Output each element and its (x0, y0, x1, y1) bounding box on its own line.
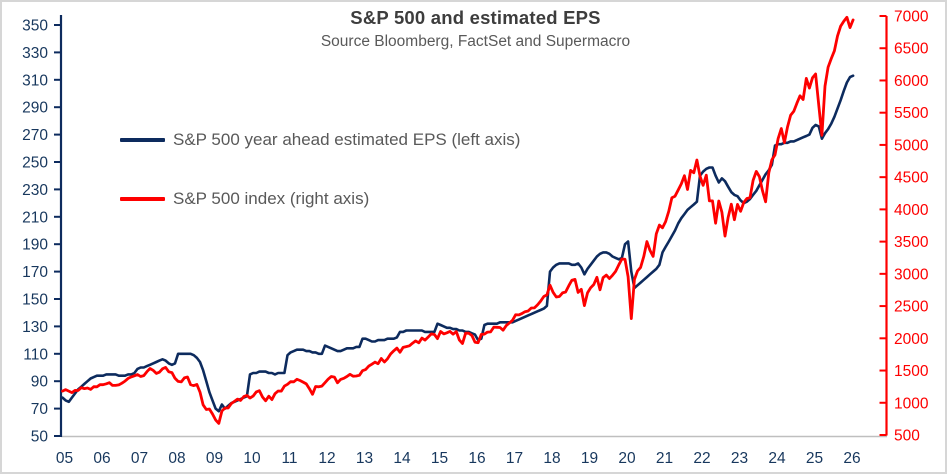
x-axis-tick-label: 17 (506, 450, 523, 467)
x-axis-tick-label: 26 (843, 450, 860, 467)
right-axis-tick-label: 500 (894, 428, 920, 445)
left-axis-tick-label: 110 (23, 346, 48, 363)
right-axis-tick-label: 3000 (894, 266, 929, 283)
left-axis-tick-label: 90 (31, 374, 49, 391)
right-axis-tick-label: 4500 (894, 170, 929, 187)
x-axis-tick-label: 05 (56, 450, 73, 467)
x-axis-tick-label: 18 (543, 450, 560, 467)
x-axis-tick-label: 22 (693, 450, 710, 467)
x-axis-tick-label: 06 (93, 450, 110, 467)
right-axis-tick-label: 1000 (894, 395, 929, 412)
left-axis-tick-label: 270 (22, 127, 48, 144)
left-axis-tick-label: 50 (31, 429, 49, 446)
right-axis-tick-label: 1500 (894, 363, 929, 380)
right-axis-tick-label: 5000 (894, 137, 929, 154)
x-axis-tick-label: 11 (281, 450, 297, 467)
left-axis-tick-label: 250 (22, 155, 48, 172)
legend-label-index: S&P 500 index (right axis) (173, 189, 370, 208)
left-axis-tick-label: 290 (22, 100, 48, 117)
left-axis-tick-label: 210 (22, 209, 48, 226)
x-axis-tick-label: 13 (356, 450, 373, 467)
index-line (61, 15, 855, 425)
right-axis-tick-label: 3500 (894, 234, 929, 251)
left-axis-tick-label: 310 (22, 72, 48, 89)
x-axis-tick-label: 25 (806, 450, 823, 467)
chart-title: S&P 500 and estimated EPS (350, 7, 601, 28)
legend-item-eps: S&P 500 year ahead estimated EPS (left a… (120, 130, 520, 150)
x-axis-tick-label: 09 (206, 450, 223, 467)
x-axis-tick-label: 21 (656, 450, 673, 467)
right-axis-tick-label: 2000 (894, 331, 929, 348)
left-axis-tick-label: 230 (22, 182, 48, 199)
index-line-swatch-icon (120, 197, 165, 201)
left-axis-tick-label: 170 (22, 264, 48, 281)
x-axis-tick-label: 16 (468, 450, 485, 467)
left-axis-tick-label: 190 (22, 237, 48, 254)
chart-subtitle: Source Bloomberg, FactSet and Supermacro (320, 33, 631, 50)
x-axis-tick-label: 07 (131, 450, 148, 467)
right-axis-tick-label: 6500 (894, 41, 929, 58)
left-axis-tick-label: 350 (22, 18, 48, 35)
x-axis-tick-label: 24 (768, 450, 786, 467)
legend-item-index: S&P 500 index (right axis) (120, 189, 369, 209)
left-axis-tick-label: 130 (22, 319, 48, 336)
right-axis-tick-label: 2500 (894, 299, 929, 316)
x-axis-tick-label: 12 (318, 450, 335, 467)
right-axis-tick-label: 7000 (894, 9, 929, 26)
eps-line-swatch-icon (120, 138, 165, 142)
left-axis-tick-label: 70 (31, 401, 49, 418)
legend-label-eps: S&P 500 year ahead estimated EPS (left a… (173, 130, 521, 149)
x-axis-tick-label: 08 (168, 450, 185, 467)
left-axis-tick-label: 330 (22, 45, 48, 62)
x-axis-tick-label: 10 (243, 450, 261, 467)
right-axis-tick-label: 5500 (894, 105, 929, 122)
x-axis-tick-label: 14 (393, 450, 411, 467)
eps-line (61, 74, 855, 413)
x-axis-tick-label: 20 (618, 450, 636, 467)
x-axis-tick-label: 15 (431, 450, 448, 467)
left-axis-tick-label: 150 (22, 292, 48, 309)
right-axis-tick-label: 6000 (894, 73, 929, 90)
x-axis-tick-label: 23 (731, 450, 748, 467)
right-axis-tick-label: 4000 (894, 202, 929, 219)
x-axis-tick-label: 19 (581, 450, 598, 467)
